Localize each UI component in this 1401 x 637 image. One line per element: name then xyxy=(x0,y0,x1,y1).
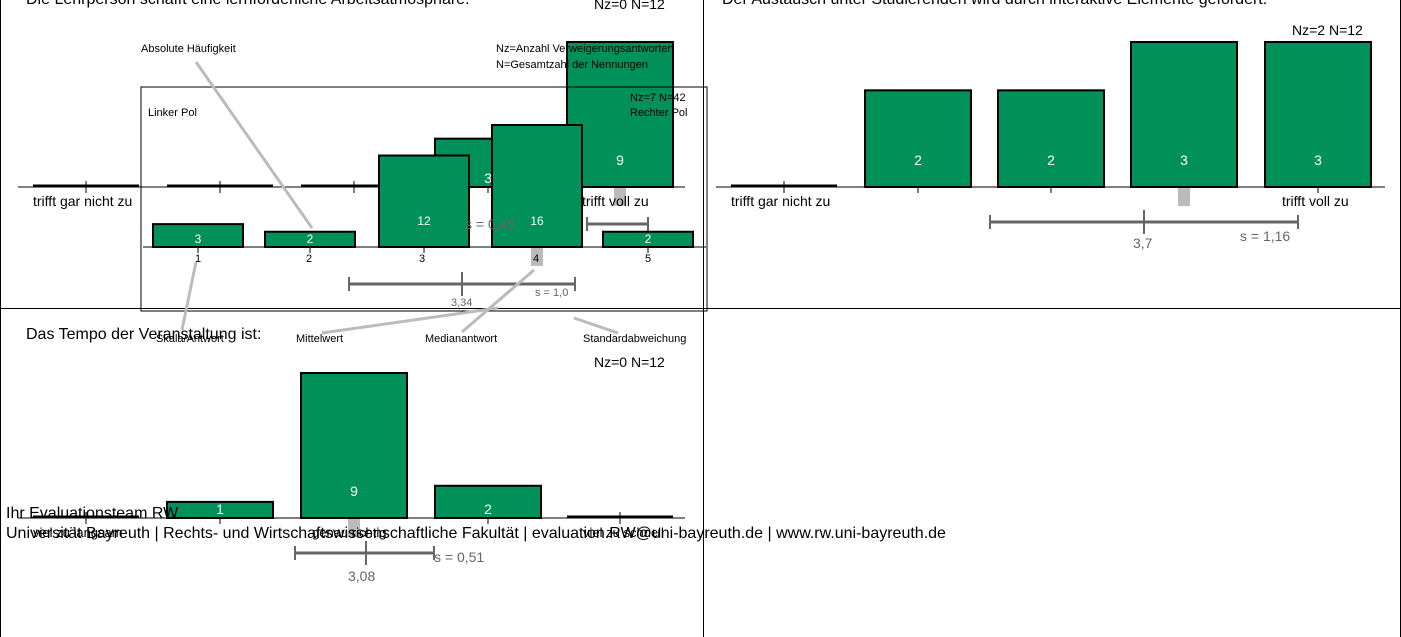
chart-3-bar-label-4: 2 xyxy=(484,501,492,517)
legend-mean-value: 3,34 xyxy=(451,297,473,309)
legend-right-pole: Rechter Pol xyxy=(630,107,688,119)
legend-sd: Standardabweichung xyxy=(583,333,687,345)
chart-1-bar-label-3: 2 xyxy=(1047,152,1055,168)
legend-pointer-2 xyxy=(180,261,198,331)
legend-tick-1: 1 xyxy=(195,253,202,265)
chart-2-bar-label-4: 16 xyxy=(530,214,544,228)
q2-sd-value: s = 1,16 xyxy=(1240,228,1291,244)
footer-address: Universität Bayreuth | Rechts- und Wirts… xyxy=(6,525,946,542)
chart-2-bar-label-1: 3 xyxy=(195,232,202,246)
chart-1-bar-4 xyxy=(1130,41,1238,188)
legend-sd-value: s = 1,0 xyxy=(535,287,569,299)
q2-mean-value: 3,7 xyxy=(1133,235,1153,251)
chart-3-bar-3 xyxy=(300,372,408,519)
q3-mean-value: 3,08 xyxy=(348,568,376,584)
chart-3-bar-2 xyxy=(166,500,274,519)
chart-2-bar-3 xyxy=(378,154,470,248)
chart-2-median-marker xyxy=(531,248,543,266)
legend-nz-definition: Nz=Anzahl Verweigerungsantworten xyxy=(496,43,674,55)
q3-right-pole: viel zu schnell xyxy=(583,525,664,540)
q2-nz-n: Nz=2 N=12 xyxy=(1292,22,1363,38)
legend-tick-3: 3 xyxy=(419,253,426,265)
chart-0-bar-5 xyxy=(566,41,674,188)
legend-box xyxy=(140,86,708,312)
legend-left-pole: Linker Pol xyxy=(148,107,197,119)
legend-median: Medianantwort xyxy=(425,333,498,345)
q3-middle-label: genau richtig xyxy=(312,525,387,540)
chart-2-bar-1 xyxy=(152,223,244,248)
footer-team: Ihr Evaluationsteam RW xyxy=(6,505,179,522)
chart-1-bar-label-2: 2 xyxy=(914,152,922,168)
chart-1-bar-label-4: 3 xyxy=(1180,152,1188,168)
q2-right-pole: trifft voll zu xyxy=(1282,193,1349,209)
chart-2-bar-label-5: 2 xyxy=(645,232,652,246)
legend-pointer-3 xyxy=(321,306,499,335)
legend-n-definition: N=Gesamtzahl der Nennungen xyxy=(496,59,648,71)
chart-0-bar-label-4: 3 xyxy=(484,170,492,186)
legend-scale-answer: Skala/Antwort xyxy=(156,333,224,345)
chart-0-median-marker xyxy=(614,188,626,206)
q3-left-pole: viel zu langsam xyxy=(33,525,123,540)
chart-1-median-marker xyxy=(1178,188,1190,206)
chart-2-bar-label-3: 12 xyxy=(417,214,431,228)
chart-3-median-marker xyxy=(348,519,360,537)
q2-title: Der Austausch unter Studierenden wird du… xyxy=(722,0,1267,9)
q1-title: Die Lehrperson schafft eine lernförderli… xyxy=(26,0,470,9)
chart-1-bar-2 xyxy=(864,89,972,188)
legend-pointer-5 xyxy=(573,316,619,335)
q1-right-pole: trifft voll zu xyxy=(582,193,649,209)
border-left xyxy=(0,0,1,637)
chart-2-bar-label-2: 2 xyxy=(307,232,314,246)
chart-3-bar-label-2: 1 xyxy=(216,501,224,517)
legend-tick-5: 5 xyxy=(645,253,652,265)
divider-horizontal xyxy=(0,308,1401,309)
chart-2-bar-5 xyxy=(602,230,694,248)
legend-tick-2: 2 xyxy=(306,253,313,265)
chart-2-bar-2 xyxy=(264,230,356,248)
q2-left-pole: trifft gar nicht zu xyxy=(731,193,831,209)
q1-sd-value: s = 0,45 xyxy=(465,216,516,232)
legend-nz-n: Nz=7 N=42 xyxy=(630,92,686,104)
legend-mean: Mittelwert xyxy=(296,333,344,345)
legend-pointer-1 xyxy=(194,61,314,229)
legend-absolute-label: Absolute Häufigkeit xyxy=(141,43,236,55)
chart-2-bar-4 xyxy=(491,124,583,248)
q3-title: Das Tempo der Veranstaltung ist: xyxy=(26,326,262,343)
chart-0-bar-label-5: 9 xyxy=(616,152,624,168)
chart-1-bar-label-5: 3 xyxy=(1314,152,1322,168)
legend-tick-4: 4 xyxy=(533,253,540,265)
chart-1-bar-5 xyxy=(1264,41,1372,188)
q1-nz-n: Nz=0 N=12 xyxy=(594,0,665,12)
chart-3-bar-label-3: 9 xyxy=(350,483,358,499)
divider-vertical xyxy=(703,0,704,637)
q1-left-pole: trifft gar nicht zu xyxy=(33,193,133,209)
chart-3-bar-4 xyxy=(434,484,542,519)
legend-pointer-4 xyxy=(461,268,535,334)
chart-1-bar-3 xyxy=(997,89,1105,188)
q3-sd-value: s = 0,51 xyxy=(434,549,485,565)
q3-nz-n: Nz=0 N=12 xyxy=(594,354,665,370)
